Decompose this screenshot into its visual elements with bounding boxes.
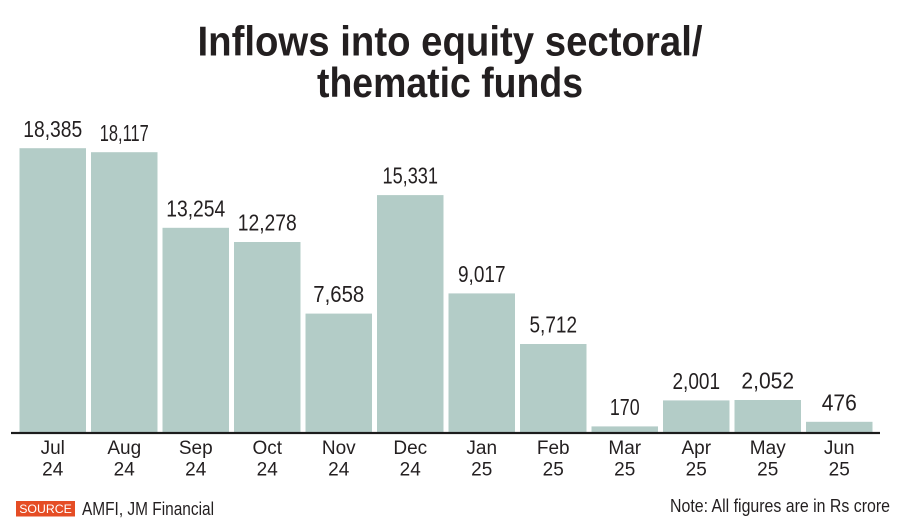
svg-text:24: 24 (42, 460, 64, 481)
svg-text:15,331: 15,331 (383, 163, 439, 189)
svg-text:thematic funds: thematic funds (317, 59, 583, 106)
svg-text:Jul: Jul (41, 438, 65, 459)
svg-text:25: 25 (543, 460, 564, 481)
svg-text:25: 25 (757, 460, 778, 481)
svg-text:Sep: Sep (179, 438, 213, 459)
svg-text:Jun: Jun (824, 438, 855, 459)
svg-text:25: 25 (829, 460, 850, 481)
svg-text:25: 25 (471, 460, 492, 481)
svg-text:9,017: 9,017 (458, 261, 506, 287)
svg-text:24: 24 (114, 460, 136, 481)
svg-text:5,712: 5,712 (530, 312, 578, 338)
svg-text:Aug: Aug (107, 438, 141, 459)
svg-text:2,052: 2,052 (741, 368, 794, 394)
svg-text:24: 24 (185, 460, 207, 481)
svg-text:Mar: Mar (608, 438, 641, 459)
svg-text:12,278: 12,278 (238, 210, 297, 236)
svg-text:24: 24 (400, 460, 422, 481)
svg-text:Apr: Apr (681, 438, 711, 459)
svg-text:170: 170 (610, 394, 640, 420)
svg-text:24: 24 (328, 460, 350, 481)
svg-text:AMFI, JM Financial: AMFI, JM Financial (82, 499, 214, 519)
svg-text:Nov: Nov (322, 438, 356, 459)
svg-text:25: 25 (614, 460, 635, 481)
svg-text:Oct: Oct (252, 438, 282, 459)
svg-text:18,117: 18,117 (100, 120, 149, 146)
svg-text:Dec: Dec (393, 438, 427, 459)
svg-text:May: May (750, 438, 786, 459)
svg-text:18,385: 18,385 (23, 116, 82, 142)
svg-text:476: 476 (822, 389, 857, 415)
svg-text:13,254: 13,254 (166, 195, 225, 221)
svg-text:SOURCE: SOURCE (19, 502, 72, 516)
svg-text:2,001: 2,001 (673, 368, 721, 394)
svg-text:25: 25 (686, 460, 707, 481)
svg-text:Note: All figures are in Rs cr: Note: All figures are in Rs crore (670, 496, 890, 516)
svg-text:Feb: Feb (537, 438, 570, 459)
svg-text:Jan: Jan (466, 438, 497, 459)
svg-text:Inflows into equity sectoral/: Inflows into equity sectoral/ (198, 18, 703, 65)
svg-text:7,658: 7,658 (313, 281, 364, 307)
svg-text:24: 24 (257, 460, 279, 481)
